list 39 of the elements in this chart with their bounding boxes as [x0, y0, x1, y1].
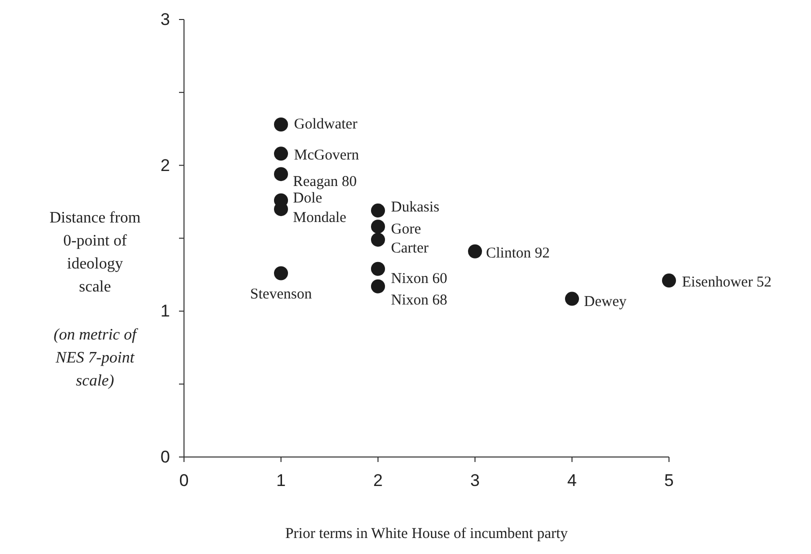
annotation: Gore: [391, 222, 422, 238]
point: [371, 232, 385, 247]
y-tick-label: 3: [160, 10, 170, 29]
annotation: Clinton 92: [486, 245, 550, 262]
annotation: Dukasis: [391, 200, 440, 216]
annotation: Dole: [293, 190, 322, 206]
x-tick-label: 2: [373, 471, 383, 490]
point: [371, 220, 385, 234]
annotation: Goldwater: [294, 116, 358, 132]
point: [371, 279, 385, 294]
point: [662, 274, 676, 288]
annotation: Mondale: [293, 210, 347, 226]
annotation: Stevenson: [250, 286, 312, 302]
text: (on metric of NES 7-point scale): [54, 326, 139, 390]
x-tick-label: 3: [470, 471, 480, 490]
x-tick-label: 1: [276, 471, 286, 490]
annotation: McGovern: [294, 148, 360, 164]
annotation: Dewey: [584, 294, 627, 310]
point: [565, 292, 579, 306]
point: [274, 118, 288, 132]
annotation: Nixon 68: [391, 292, 448, 308]
y-axis-title: Distance from 0-point of ideology scale: [49, 210, 142, 296]
point: [274, 167, 288, 182]
annotation: Reagan 80: [293, 174, 357, 190]
annotation: Nixon 60: [391, 270, 448, 287]
point: [468, 244, 482, 258]
point: [274, 266, 288, 280]
x-tick-label: 0: [179, 471, 189, 490]
y-tick-label: 2: [160, 156, 170, 175]
annotation: Eisenhower 52: [682, 274, 772, 291]
y-tick-label: 1: [160, 302, 170, 321]
point: [371, 262, 385, 276]
x-tick-label: 5: [664, 471, 674, 490]
x-tick-label: 4: [567, 471, 577, 490]
y-tick-label: 0: [160, 448, 170, 466]
annotation: Carter: [391, 240, 428, 257]
point: [371, 204, 385, 218]
point: [274, 146, 288, 161]
x-axis-title: Prior terms in White House of incumbent party: [285, 526, 568, 542]
